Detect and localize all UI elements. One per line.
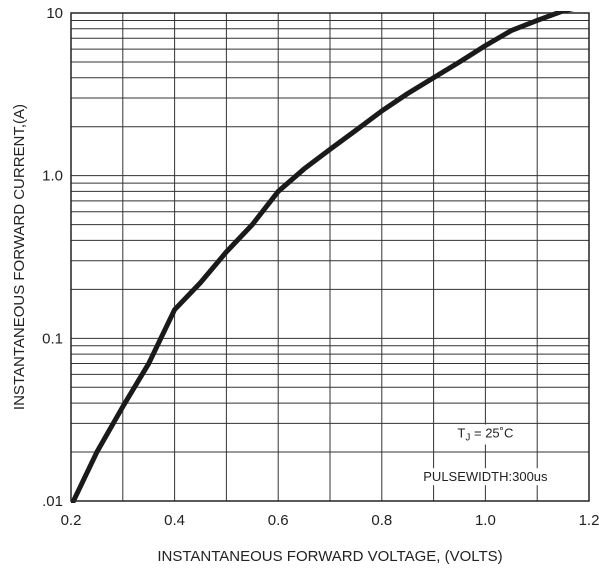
x-axis-label: INSTANTANEOUS FORWARD VOLTAGE, (VOLTS) xyxy=(157,548,502,565)
annotation-temperature: TJ = 25˚C xyxy=(457,425,513,443)
series-line xyxy=(71,11,574,503)
annotation-temperature-sub: J xyxy=(465,432,470,443)
y-axis-label: INSTANTANEOUS FORWARD CURRENT,(A) xyxy=(11,104,28,410)
y-tick-label: .01 xyxy=(42,493,63,510)
plot-frame xyxy=(70,12,590,502)
series-layer xyxy=(71,11,574,503)
annotation-temperature-rest: = 25˚C xyxy=(470,425,513,440)
x-tick-label: 0.4 xyxy=(164,512,185,529)
x-tick-label: 0.2 xyxy=(61,512,82,529)
x-tick-label: 1.2 xyxy=(579,512,599,529)
y-tick-label: 0.1 xyxy=(42,330,63,347)
tick-labels: 0.2 0.4 0.6 0.8 1.0 1.2 .01 0.1 1.0 10 xyxy=(42,5,599,529)
annotation-background xyxy=(455,424,516,445)
annotation-pulsewidth: PULSEWIDTH:300us xyxy=(423,469,548,484)
annotations: TJ = 25˚C PULSEWIDTH:300us xyxy=(421,424,551,486)
x-tick-label: 0.6 xyxy=(268,512,289,529)
x-tick-label: 1.0 xyxy=(475,512,496,529)
x-tick-label: 0.8 xyxy=(371,512,392,529)
annotation-temperature-main: T xyxy=(457,425,465,440)
y-tick-label: 1.0 xyxy=(42,168,63,185)
y-tick-label: 10 xyxy=(46,5,63,22)
annotation-background xyxy=(421,468,551,486)
